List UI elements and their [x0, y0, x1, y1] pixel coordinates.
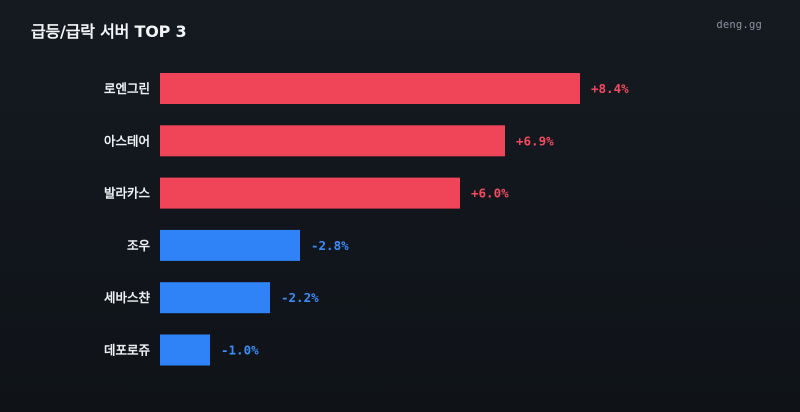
category-label: 세바스챤 — [104, 290, 151, 305]
bar-1 — [160, 73, 580, 104]
category-label: 발라카스 — [104, 186, 151, 201]
bar-5 — [160, 282, 270, 314]
bar-2 — [160, 125, 505, 157]
chart-title: 급등/급락 서버 TOP 3 — [31, 22, 187, 41]
value-label: +6.9% — [516, 133, 554, 148]
category-label: 데포로쥬 — [104, 343, 151, 358]
bar-3 — [160, 177, 460, 209]
value-label: -2.8% — [311, 238, 349, 253]
category-label: 로엔그린 — [104, 81, 150, 96]
category-label: 아스테어 — [104, 133, 150, 148]
bar-6 — [160, 334, 210, 366]
bar-4 — [160, 229, 300, 261]
value-label: +8.4% — [591, 81, 629, 96]
brand-watermark: deng.gg — [716, 19, 762, 31]
value-label: -2.2% — [281, 290, 319, 305]
value-label: -1.0% — [221, 343, 259, 358]
category-label: 조우 — [127, 238, 151, 253]
value-label: +6.0% — [471, 186, 509, 201]
